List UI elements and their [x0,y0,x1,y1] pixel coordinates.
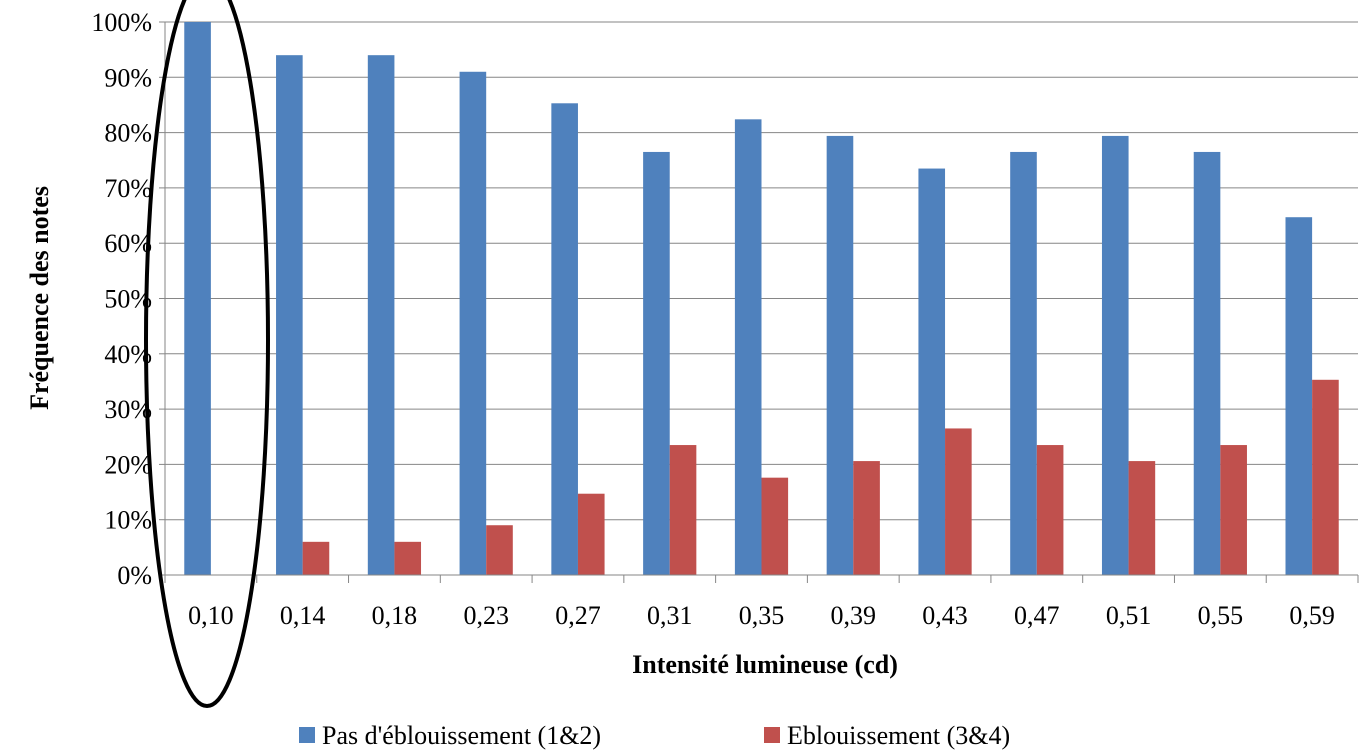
y-axis-title: Fréquence des notes [25,186,54,410]
bar-no-glare [918,168,946,576]
bars [184,22,1339,576]
bar-no-glare [1010,151,1037,575]
legend-swatch-no-glare [299,727,315,743]
x-tick-label: 0,55 [1198,601,1244,630]
x-tick-label: 0,59 [1289,601,1335,630]
bar-no-glare [551,103,578,575]
bar-glare [1220,445,1247,575]
legend-label-no-glare: Pas d'éblouissement (1&2) [322,721,601,750]
bar-no-glare [1285,217,1313,575]
y-tick-label: 80% [104,119,152,148]
y-tick-label: 60% [104,229,152,258]
bar-no-glare [734,119,762,575]
x-tick-label: 0,27 [555,601,601,630]
bar-glare [1128,461,1156,575]
y-tick-label: 90% [104,63,152,92]
highlight-ellipse [144,0,270,708]
y-tick-label: 0% [117,561,152,590]
bar-glare [761,477,789,575]
bar-glare [1036,445,1064,575]
x-tick-label: 0,43 [922,601,968,630]
bar-no-glare [459,71,487,576]
x-axis [164,22,1358,576]
x-tick-label: 0,51 [1106,601,1152,630]
bar-no-glare [1101,135,1129,576]
legend-swatch-glare [764,727,780,743]
x-tick-label: 0,31 [647,601,693,630]
y-tick-label: 70% [104,174,152,203]
y-tick-label: 10% [104,506,152,535]
bar-glare [302,541,330,575]
x-tick-label: 0,10 [188,601,234,630]
x-tick-label: 0,39 [831,601,877,630]
bar-glare [1312,379,1339,575]
bar-no-glare [1193,151,1221,575]
bar-no-glare [643,151,670,575]
bar-glare [394,541,422,575]
bar-no-glare [826,135,854,576]
y-axis-ticks: 0%10%20%30%40%50%60%70%80%90%100% [91,8,165,590]
legend-label-glare: Eblouissement (3&4) [787,721,1010,750]
y-tick-label: 30% [104,395,152,424]
y-tick-label: 100% [91,8,152,37]
bar-glare [486,525,513,575]
bar-no-glare [367,55,395,576]
bar-glare [669,445,697,575]
legend: Pas d'éblouissement (1&2) Eblouissement … [299,721,1010,750]
y-tick-label: 20% [104,450,152,479]
bar-glare [853,461,880,575]
bar-glare [945,428,972,575]
x-tick-label: 0,35 [739,601,785,630]
bar-no-glare [276,55,303,576]
x-tick-label: 0,23 [463,601,509,630]
x-axis-ticks: 0,10 0,14 0,18 0,23 0,27 0,31 0,35 0,39 0,43 0,47… [164,575,1359,630]
bar-glare [577,493,605,575]
x-tick-label: 0,18 [372,601,418,630]
x-axis-title: Intensité lumineuse (cd) [632,650,898,679]
x-tick-label: 0,47 [1014,601,1060,630]
bar-no-glare [184,22,211,575]
y-tick-label: 50% [104,285,152,314]
x-tick-label: 0,14 [280,601,326,630]
